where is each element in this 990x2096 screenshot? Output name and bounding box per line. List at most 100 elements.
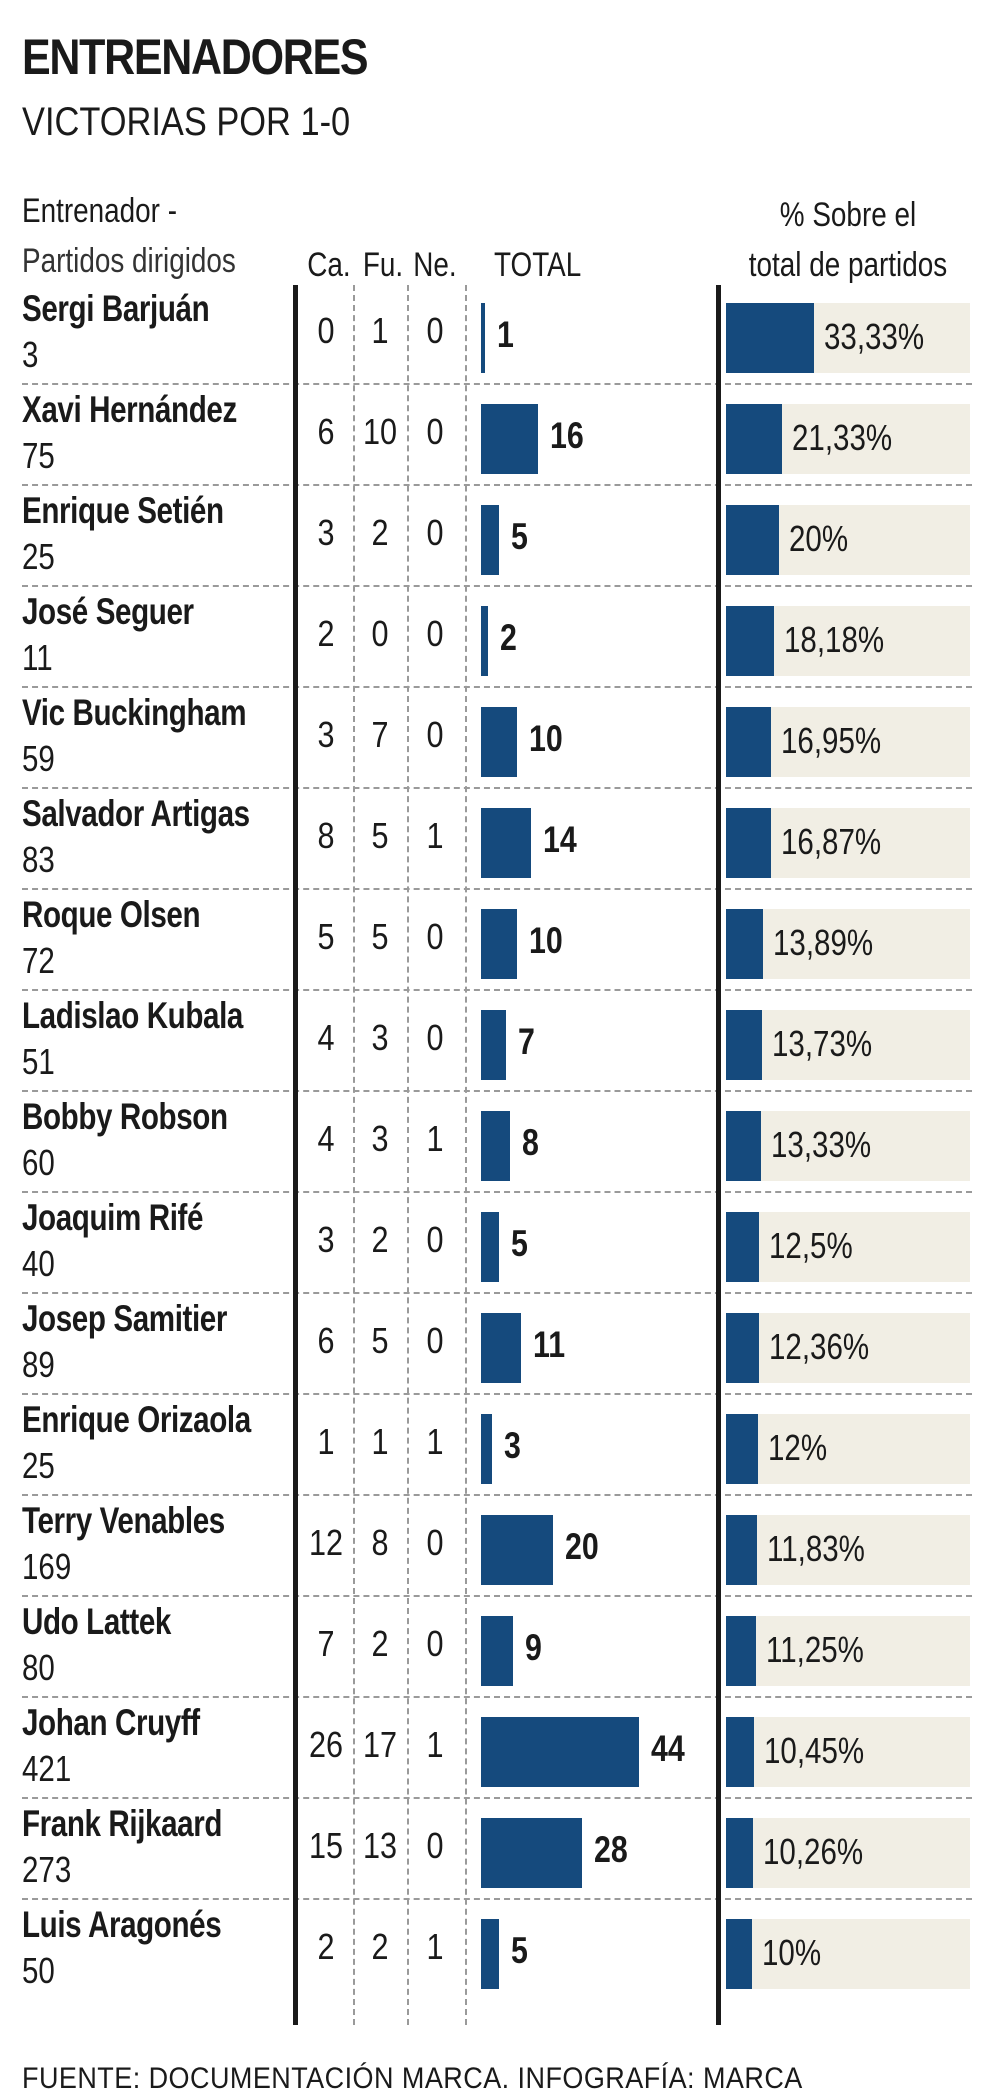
total-bar [481,1414,492,1484]
divider-ca-fu [353,285,355,2025]
ca-value: 6 [317,411,335,452]
ca-value: 12 [308,1522,344,1563]
ca-value: 26 [308,1724,344,1765]
divider-left [293,285,298,2025]
header-ca: Ca. [307,246,351,284]
ne-value: 0 [426,1219,444,1260]
fu-value: 5 [371,815,389,856]
pct-bar-track [726,1919,970,1989]
coach-name: Enrique Setién [22,490,224,531]
header-pct-line1: % Sobre el [779,196,917,234]
row-divider [22,484,972,486]
row-divider [22,888,972,890]
coach-name: Josep Samitier [22,1298,227,1339]
row-divider [22,383,972,385]
games-managed: 60 [22,1142,55,1183]
row-divider [22,787,972,789]
pct-bar-track [726,1616,970,1686]
pct-bar-track [726,1212,970,1282]
coach-name: Vic Buckingham [22,692,247,733]
pct-label: 16,87% [780,821,881,862]
pct-label: 10,26% [763,1831,864,1872]
pct-bar-track [726,1313,970,1383]
pct-bar [726,707,771,777]
pct-label: 21,33% [792,417,893,458]
row-divider [22,1090,972,1092]
total-bar [481,1616,514,1686]
ca-value: 15 [308,1825,344,1866]
pct-bar [726,1010,763,1080]
coach-name: Terry Venables [22,1500,225,1541]
total-label: 5 [510,1930,528,1971]
total-bar [481,1515,553,1585]
fu-value: 7 [371,714,389,755]
fu-value: 3 [371,1017,389,1058]
total-bar [481,707,517,777]
row-divider [22,1595,972,1597]
pct-label: 33,33% [824,316,925,357]
pct-bar-track [726,1515,970,1585]
coach-name: Salvador Artigas [22,793,250,834]
coach-name: Roque Olsen [22,894,201,935]
pct-bar-track [726,1717,970,1787]
pct-label: 12,5% [769,1225,853,1266]
fu-value: 1 [371,1421,389,1462]
header-total: TOTAL [494,246,582,284]
pct-bar-track [726,1414,970,1484]
ne-value: 1 [426,1421,444,1462]
total-bar [481,404,539,474]
pct-bar [726,808,771,878]
ca-value: 3 [317,512,335,553]
total-label: 8 [521,1122,539,1163]
games-managed: 83 [22,839,55,880]
total-label: 20 [564,1526,599,1567]
coach-name: Ladislao Kubala [22,995,243,1036]
fu-value: 2 [371,1219,389,1260]
pct-bar [726,606,774,676]
total-bar [481,808,532,878]
pct-label: 12% [767,1427,827,1468]
pct-bar [726,1515,758,1585]
row-divider [22,1494,972,1496]
fu-value: 17 [362,1724,398,1765]
fu-value: 0 [371,613,389,654]
row-divider [22,1696,972,1698]
coach-name: Johan Cruyff [22,1702,200,1743]
source-note: FUENTE: DOCUMENTACIÓN MARCA. INFOGRAFÍA:… [22,2062,803,2095]
total-bar [481,1717,639,1787]
coach-name: Bobby Robson [22,1096,228,1137]
fu-value: 1 [371,310,389,351]
total-bar [481,303,485,373]
pct-bar [726,1212,759,1282]
row-divider [22,1292,972,1294]
pct-bar [726,1717,754,1787]
row-divider [22,989,972,991]
ne-value: 0 [426,1522,444,1563]
ca-value: 7 [317,1623,335,1664]
pct-bar [726,505,779,575]
divider-fu-ne [407,285,409,2025]
total-bar [481,1111,510,1181]
games-managed: 89 [22,1344,55,1385]
total-label: 3 [503,1425,521,1466]
ne-value: 0 [426,1017,444,1058]
ca-value: 4 [317,1017,335,1058]
divider-right [716,285,721,2025]
pct-bar [726,1616,756,1686]
games-managed: 25 [22,536,55,577]
total-label: 10 [528,920,563,961]
row-divider [22,585,972,587]
ca-value: 0 [317,310,335,351]
total-bar [481,505,499,575]
fu-value: 2 [371,512,389,553]
pct-label: 12,36% [768,1326,869,1367]
total-bar [481,1010,507,1080]
pct-bar [726,1414,758,1484]
games-managed: 80 [22,1647,55,1688]
total-label: 2 [500,617,518,658]
games-managed: 421 [22,1748,72,1789]
fu-value: 13 [362,1825,398,1866]
pct-bar [726,909,763,979]
coach-name: Frank Rijkaard [22,1803,223,1844]
